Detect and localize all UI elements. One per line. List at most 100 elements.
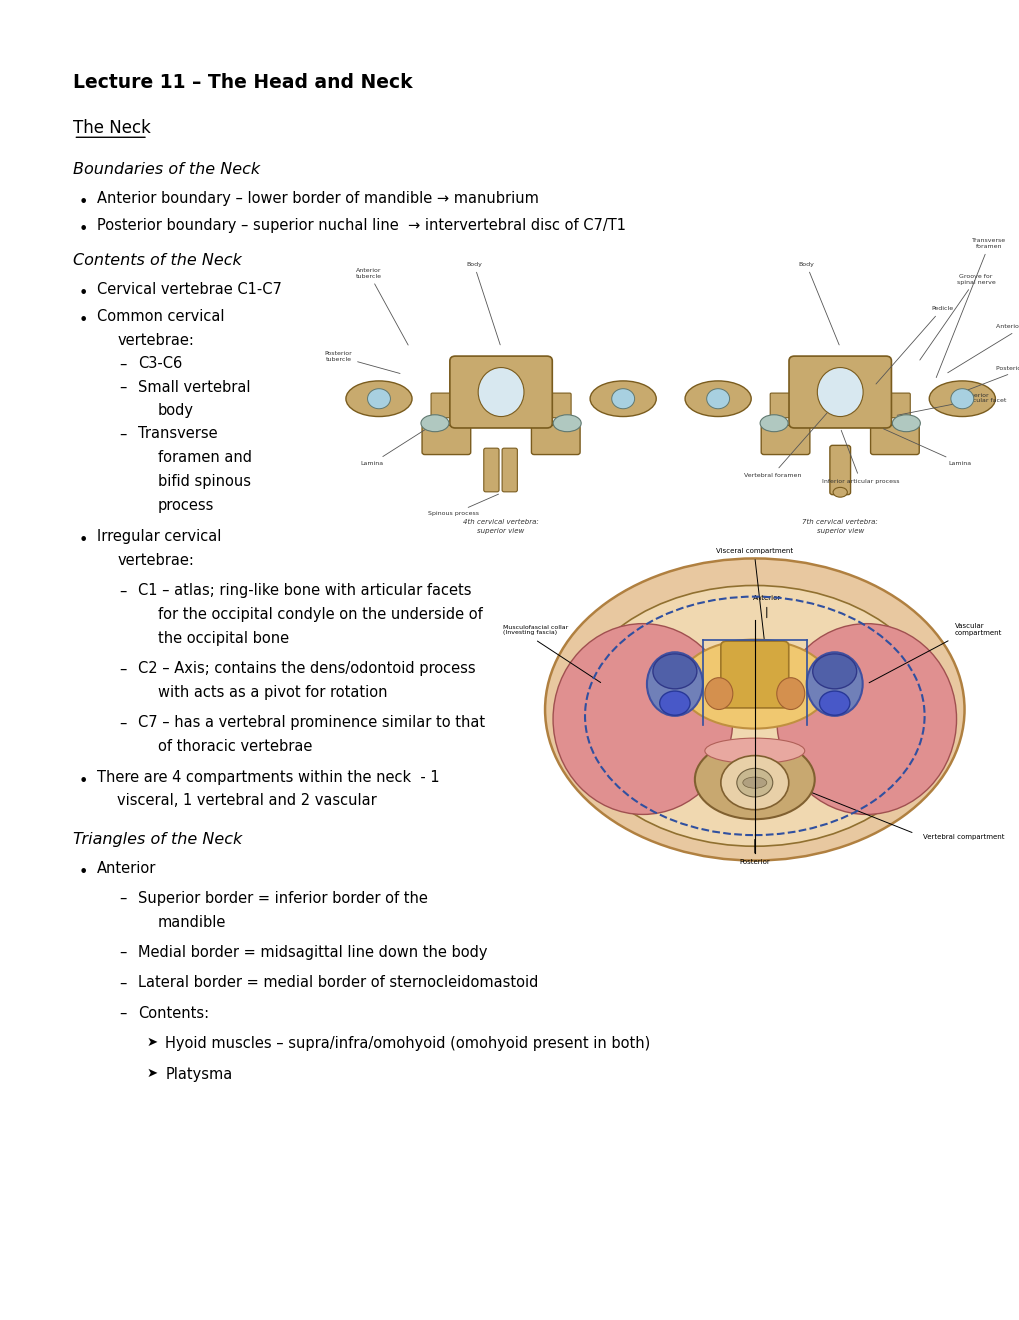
Text: Posterior tubercle: Posterior tubercle	[964, 366, 1019, 391]
Text: the occipital bone: the occipital bone	[158, 631, 289, 645]
Text: Common cervical: Common cervical	[97, 309, 224, 323]
Circle shape	[652, 653, 696, 689]
FancyBboxPatch shape	[483, 449, 498, 492]
Text: Lamina: Lamina	[361, 417, 444, 466]
Text: •: •	[78, 774, 88, 788]
Text: Vertebral compartment: Vertebral compartment	[922, 834, 1003, 840]
Text: bifid spinous: bifid spinous	[158, 474, 251, 488]
Text: •: •	[78, 222, 88, 236]
Text: Hyoid muscles – supra/infra/omohyoid (omohyoid present in both): Hyoid muscles – supra/infra/omohyoid (om…	[165, 1036, 650, 1051]
Text: Transverse
foramen: Transverse foramen	[935, 238, 1006, 378]
Text: –: –	[119, 356, 126, 371]
Circle shape	[659, 692, 690, 715]
Text: 4th cervical vertebra:: 4th cervical vertebra:	[463, 519, 538, 525]
Text: Groove for
spinal nerve: Groove for spinal nerve	[919, 273, 995, 360]
FancyBboxPatch shape	[861, 393, 909, 417]
Text: Platysma: Platysma	[165, 1067, 232, 1081]
Text: visceral, 1 vertebral and 2 vascular: visceral, 1 vertebral and 2 vascular	[117, 793, 377, 808]
Text: Vascular
compartment: Vascular compartment	[954, 623, 1001, 636]
FancyBboxPatch shape	[449, 356, 551, 428]
Ellipse shape	[345, 381, 412, 417]
Text: C7 – has a vertebral prominence similar to that: C7 – has a vertebral prominence similar …	[138, 715, 484, 730]
Text: –: –	[119, 891, 126, 906]
Ellipse shape	[367, 388, 390, 409]
Text: •: •	[78, 865, 88, 879]
Ellipse shape	[704, 677, 732, 710]
Ellipse shape	[552, 623, 732, 814]
Text: Triangles of the Neck: Triangles of the Neck	[73, 832, 243, 846]
Text: Visceral compartment: Visceral compartment	[715, 548, 793, 553]
FancyBboxPatch shape	[501, 449, 517, 492]
FancyBboxPatch shape	[769, 393, 818, 417]
Ellipse shape	[806, 652, 862, 715]
Circle shape	[818, 692, 849, 715]
Text: •: •	[78, 313, 88, 327]
Text: Posterior
tubercle: Posterior tubercle	[324, 351, 399, 374]
Text: process: process	[158, 498, 214, 512]
Text: –: –	[119, 945, 126, 960]
Text: Inferior articular process: Inferior articular process	[821, 430, 899, 483]
Text: Anterior: Anterior	[752, 595, 781, 601]
Text: Superior border = inferior border of the: Superior border = inferior border of the	[138, 891, 427, 906]
Text: Anterior tubercle: Anterior tubercle	[947, 325, 1019, 372]
Ellipse shape	[776, 677, 804, 710]
Text: Lateral border = medial border of sternocleidomastoid: Lateral border = medial border of sterno…	[138, 975, 538, 990]
Text: –: –	[119, 975, 126, 990]
Text: C2 – Axis; contains the dens/odontoid process: C2 – Axis; contains the dens/odontoid pr…	[138, 661, 475, 676]
Ellipse shape	[611, 388, 634, 409]
Text: Musculofascial collar
(Investing fascia): Musculofascial collar (Investing fascia)	[502, 624, 568, 635]
Ellipse shape	[694, 739, 814, 820]
Text: Small vertebral: Small vertebral	[138, 380, 250, 395]
Text: •: •	[78, 286, 88, 301]
Ellipse shape	[704, 738, 804, 763]
Text: superior view: superior view	[477, 528, 524, 535]
Text: ➤: ➤	[147, 1067, 158, 1080]
Ellipse shape	[742, 777, 766, 788]
Text: C3-C6: C3-C6	[138, 356, 181, 371]
Text: There are 4 compartments within the neck  - 1: There are 4 compartments within the neck…	[97, 770, 439, 784]
FancyBboxPatch shape	[829, 445, 850, 495]
Text: Vertebral foramen: Vertebral foramen	[743, 400, 838, 478]
Text: Cervical vertebrae C1-C7: Cervical vertebrae C1-C7	[97, 282, 281, 297]
FancyBboxPatch shape	[422, 425, 470, 454]
Text: Contents:: Contents:	[138, 1006, 209, 1020]
Text: Boundaries of the Neck: Boundaries of the Neck	[73, 162, 260, 177]
Text: ➤: ➤	[147, 1036, 158, 1049]
Text: Spinous process: Spinous process	[428, 494, 498, 516]
Text: –: –	[119, 661, 126, 676]
FancyBboxPatch shape	[760, 425, 809, 454]
FancyBboxPatch shape	[870, 425, 918, 454]
FancyBboxPatch shape	[431, 393, 479, 417]
Ellipse shape	[706, 388, 729, 409]
Text: superior view: superior view	[816, 528, 863, 535]
Text: Medial border = midsagittal line down the body: Medial border = midsagittal line down th…	[138, 945, 487, 960]
Ellipse shape	[679, 639, 829, 729]
Text: The Neck: The Neck	[73, 119, 151, 137]
Text: Contents of the Neck: Contents of the Neck	[73, 253, 242, 268]
Text: mandible: mandible	[158, 915, 226, 929]
FancyBboxPatch shape	[789, 356, 891, 428]
Text: –: –	[119, 583, 126, 598]
Text: Lamina: Lamina	[882, 429, 971, 466]
Text: Transverse: Transverse	[138, 426, 217, 441]
Text: body: body	[158, 403, 194, 417]
Text: of thoracic vertebrae: of thoracic vertebrae	[158, 739, 312, 754]
Text: vertebrae:: vertebrae:	[117, 333, 194, 347]
Text: –: –	[119, 380, 126, 395]
Text: Pedicle: Pedicle	[875, 306, 952, 384]
Ellipse shape	[833, 487, 847, 498]
Text: Anterior
tubercle: Anterior tubercle	[356, 268, 408, 345]
Ellipse shape	[776, 623, 956, 814]
Text: Body: Body	[466, 261, 499, 345]
Text: Body: Body	[798, 261, 839, 345]
FancyBboxPatch shape	[531, 425, 580, 454]
Ellipse shape	[646, 652, 702, 715]
Ellipse shape	[571, 586, 937, 846]
Text: foramen and: foramen and	[158, 450, 252, 465]
Ellipse shape	[816, 367, 862, 417]
Ellipse shape	[759, 414, 788, 432]
Text: •: •	[78, 533, 88, 548]
Ellipse shape	[590, 381, 655, 417]
Text: Posterior boundary – superior nuchal line  → intervertebral disc of C7/T1: Posterior boundary – superior nuchal lin…	[97, 218, 626, 232]
Ellipse shape	[685, 381, 750, 417]
